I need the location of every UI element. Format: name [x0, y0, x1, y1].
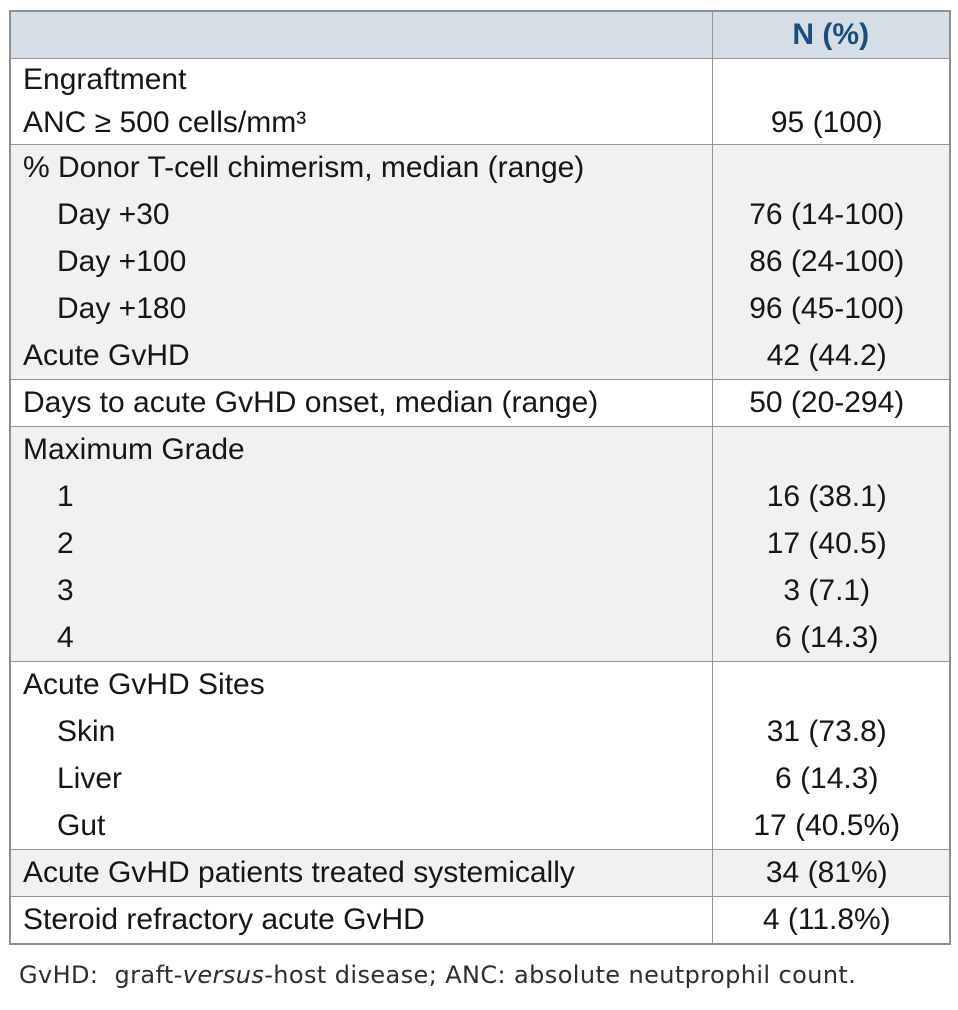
header-spacer-cell: [10, 11, 712, 59]
row-label: Days to acute GvHD onset, median (range): [10, 379, 712, 427]
footnote-suffix: -host disease; ANC: absolute neutprophil…: [264, 960, 857, 989]
row-value: 76 (14-100): [711, 191, 950, 239]
row-label: Acute GvHD Sites: [10, 661, 712, 709]
row-value: 17 (40.5): [711, 520, 950, 568]
table-row: Engraftment: [10, 58, 950, 102]
row-label: Day +180: [10, 285, 712, 333]
page: N (%) Engraftment ANC ≥ 500 cells/mm³ 95…: [9, 10, 951, 989]
row-value: 96 (45-100): [711, 285, 950, 333]
table-row: Day +30 76 (14-100): [10, 191, 950, 239]
footnote-prefix: GvHD: graft-: [19, 960, 183, 989]
row-label: Acute GvHD patients treated systemically: [10, 849, 712, 897]
row-value: [711, 661, 950, 709]
row-value: 86 (24-100): [711, 238, 950, 286]
table-row: % Donor T-cell chimerism, median (range): [10, 144, 950, 192]
table-row: Acute GvHD patients treated systemically…: [10, 849, 950, 897]
table-row: Gut 17 (40.5%): [10, 802, 950, 850]
footnote-italic-versus: versus: [182, 960, 265, 989]
outcomes-table: N (%) Engraftment ANC ≥ 500 cells/mm³ 95…: [9, 10, 951, 945]
row-value: [711, 58, 950, 102]
table-row: ANC ≥ 500 cells/mm³ 95 (100): [10, 101, 950, 145]
row-value: 6 (14.3): [711, 614, 950, 662]
table-row: Maximum Grade: [10, 426, 950, 474]
row-label: Liver: [10, 755, 712, 803]
table-row: Day +180 96 (45-100): [10, 285, 950, 333]
row-label: Engraftment: [10, 58, 712, 102]
row-value: 34 (81%): [711, 849, 950, 897]
row-value: [711, 426, 950, 474]
table-row: Acute GvHD Sites: [10, 661, 950, 709]
row-label: Maximum Grade: [10, 426, 712, 474]
row-label: 4: [10, 614, 712, 662]
row-value: 3 (7.1): [711, 567, 950, 615]
row-value: [711, 144, 950, 192]
row-value: 31 (73.8): [711, 708, 950, 756]
row-label: Day +100: [10, 238, 712, 286]
table-header-row: N (%): [10, 11, 950, 59]
row-value: 17 (40.5%): [711, 802, 950, 850]
row-value: 42 (44.2): [711, 332, 950, 380]
row-value: 95 (100): [711, 101, 950, 145]
row-label: 1: [10, 473, 712, 521]
table-row: 3 3 (7.1): [10, 567, 950, 615]
row-value: 6 (14.3): [711, 755, 950, 803]
table-row: Skin 31 (73.8): [10, 708, 950, 756]
row-label: Gut: [10, 802, 712, 850]
row-label: Skin: [10, 708, 712, 756]
table-row: 1 16 (38.1): [10, 473, 950, 521]
table-row: Acute GvHD 42 (44.2): [10, 332, 950, 380]
table-row: 2 17 (40.5): [10, 520, 950, 568]
row-value: 16 (38.1): [711, 473, 950, 521]
row-label: 3: [10, 567, 712, 615]
table-row: Days to acute GvHD onset, median (range)…: [10, 379, 950, 427]
table-row: Liver 6 (14.3): [10, 755, 950, 803]
row-value: 50 (20-294): [711, 379, 950, 427]
row-label: Day +30: [10, 191, 712, 239]
table-row: Day +100 86 (24-100): [10, 238, 950, 286]
table-footnote: GvHD: graft-versus-host disease; ANC: ab…: [19, 961, 949, 989]
row-label: ANC ≥ 500 cells/mm³: [10, 101, 712, 145]
row-label: Steroid refractory acute GvHD: [10, 896, 712, 944]
table-row: Steroid refractory acute GvHD 4 (11.8%): [10, 896, 950, 944]
row-label: 2: [10, 520, 712, 568]
table-row: 4 6 (14.3): [10, 614, 950, 662]
row-label: % Donor T-cell chimerism, median (range): [10, 144, 712, 192]
row-value: 4 (11.8%): [711, 896, 950, 944]
column-header-n-percent: N (%): [711, 11, 950, 59]
row-label: Acute GvHD: [10, 332, 712, 380]
